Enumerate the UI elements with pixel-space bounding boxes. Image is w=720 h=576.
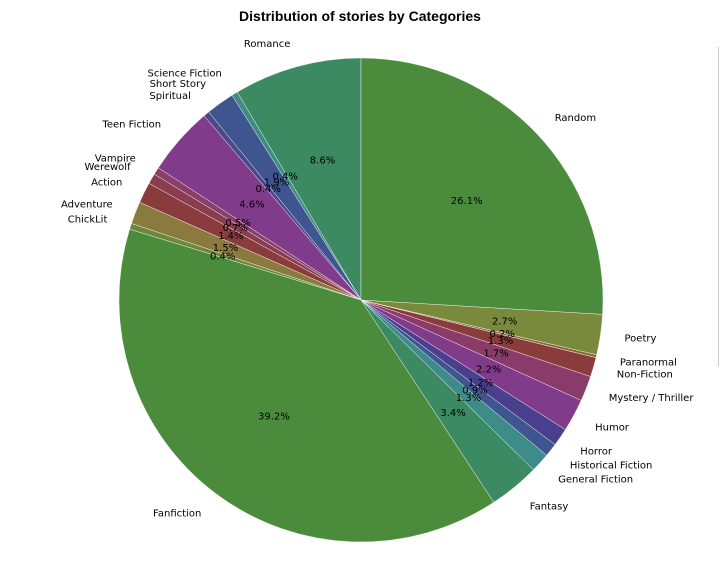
- category-label-fantasy: Fantasy: [530, 501, 569, 512]
- percent-label-fantasy: 3.4%: [440, 408, 465, 419]
- category-label-chicklit: ChickLit: [68, 215, 108, 226]
- category-label-vampire: Vampire: [95, 154, 136, 165]
- category-label-spiritual: Spiritual: [149, 91, 191, 102]
- category-label-non-fiction: Non-Fiction: [617, 369, 673, 380]
- category-label-romance: Romance: [244, 39, 290, 50]
- category-label-horror: Horror: [580, 446, 613, 457]
- category-label-action: Action: [91, 178, 122, 189]
- category-label-werewolf: Werewolf: [85, 162, 132, 173]
- category-label-humor: Humor: [595, 422, 630, 433]
- category-label-general-fiction: General Fiction: [558, 474, 633, 485]
- percent-label-paranormal: 0.2%: [489, 329, 514, 340]
- percent-label-mystery-thriller: 1.7%: [483, 349, 508, 360]
- percent-label-science-fiction: 0.4%: [272, 172, 297, 183]
- percent-label-fanfiction: 39.2%: [258, 412, 290, 423]
- percent-label-adventure: 1.5%: [213, 243, 238, 254]
- slice-romance: [236, 57, 362, 301]
- percent-label-historical-fiction: 0.9%: [462, 386, 487, 397]
- percent-label-werewolf: 0.7%: [223, 223, 248, 234]
- category-label-historical-fiction: Historical Fiction: [570, 460, 652, 471]
- percent-label-humor: 2.2%: [476, 365, 501, 376]
- percent-label-short-story: 1.9%: [264, 177, 289, 188]
- slice-fanfiction: [118, 229, 495, 543]
- category-label-fanfiction: Fanfiction: [153, 509, 201, 520]
- category-label-teen-fiction: Teen Fiction: [101, 120, 161, 131]
- category-label-paranormal: Paranormal: [620, 357, 677, 368]
- category-label-mystery-thriller: Mystery / Thriller: [609, 393, 695, 404]
- percent-label-poetry: 2.7%: [492, 316, 517, 327]
- percent-label-romance: 8.6%: [310, 156, 335, 167]
- percent-label-non-fiction: 1.3%: [488, 336, 513, 347]
- percent-label-spiritual: 0.4%: [255, 184, 280, 195]
- category-label-poetry: Poetry: [625, 334, 657, 345]
- percent-label-vampire: 0.5%: [225, 218, 250, 229]
- pie-slices: [118, 57, 604, 543]
- percent-label-general-fiction: 1.3%: [456, 393, 481, 404]
- percent-labels: 8.6%0.4%1.9%0.4%4.6%0.5%0.7%1.4%1.5%0.4%…: [210, 156, 517, 423]
- percent-label-action: 1.4%: [218, 231, 243, 242]
- percent-label-random: 26.1%: [451, 196, 483, 207]
- category-label-adventure: Adventure: [61, 200, 113, 211]
- category-label-science-fiction: Science Fiction: [147, 69, 221, 80]
- percent-label-teen-fiction: 4.6%: [239, 200, 264, 211]
- percent-label-horror: 1.2%: [468, 378, 493, 389]
- category-label-short-story: Short Story: [150, 79, 207, 90]
- chart-title: Distribution of stories by Categories: [239, 8, 481, 24]
- legend-box-edge: [718, 47, 720, 367]
- category-label-random: Random: [555, 113, 596, 124]
- percent-label-chicklit: 0.4%: [210, 251, 235, 262]
- slice-random: [360, 57, 604, 315]
